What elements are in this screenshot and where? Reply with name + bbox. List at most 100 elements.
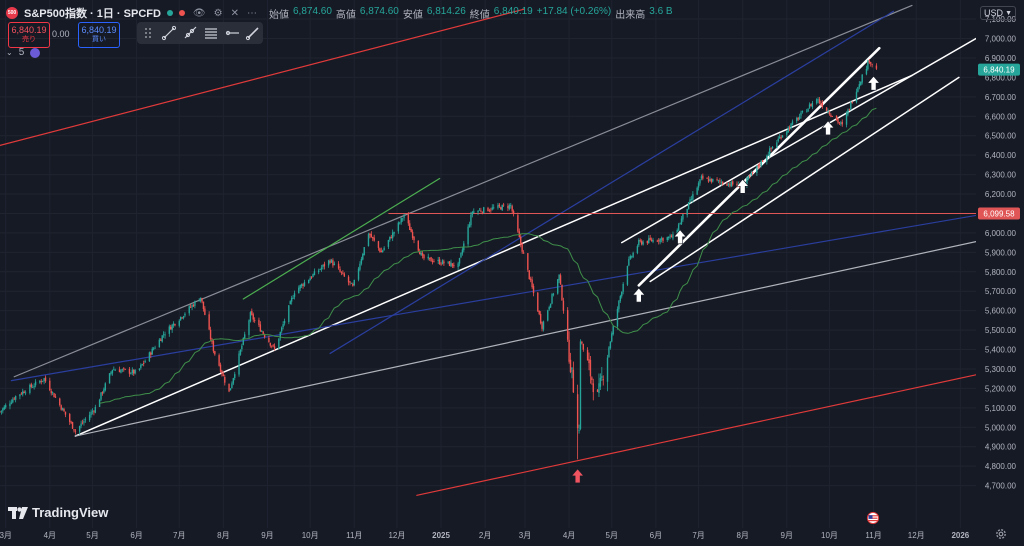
candle-body: [648, 238, 650, 244]
candle-body: [478, 209, 481, 211]
candle-body: [602, 379, 604, 381]
price-tick-label: 6,500.00: [985, 132, 1017, 141]
candle-body: [138, 368, 141, 370]
candle-body: [391, 232, 394, 239]
candle-body: [259, 324, 262, 332]
candle-body: [278, 338, 280, 349]
candle-body: [148, 352, 151, 362]
candle-body: [487, 207, 489, 212]
candle-body: [168, 326, 171, 334]
candle-body: [470, 214, 472, 226]
candle-body: [810, 104, 812, 107]
candle-body: [94, 406, 97, 413]
candle-body: [636, 246, 639, 254]
price-tick-label: 5,400.00: [985, 346, 1017, 355]
symbol-title[interactable]: S&P500指数 · 1日 · SPCFD: [24, 8, 161, 20]
candle-body: [662, 237, 664, 241]
candle-body: [323, 263, 326, 267]
candle-body: [390, 237, 392, 239]
candle-body: [860, 81, 862, 86]
indicator-icon: [30, 47, 41, 58]
candle-body: [43, 378, 45, 381]
price-tick-label: 5,900.00: [985, 248, 1017, 257]
candle-body: [568, 339, 570, 362]
candle-body: [40, 381, 42, 383]
currency-selector[interactable]: USD ▼: [980, 6, 1016, 20]
sell-label: 売り: [22, 36, 36, 43]
candle-body: [363, 247, 365, 255]
candle-body: [611, 333, 613, 342]
candle-body: [729, 184, 731, 186]
candle-body: [557, 279, 559, 294]
tradingview-logo[interactable]: TradingView: [8, 505, 108, 520]
candle-body: [451, 263, 454, 266]
parallel-channel-icon[interactable]: [203, 25, 219, 41]
trend-line-icon[interactable]: [161, 25, 177, 41]
candle-body: [522, 252, 525, 254]
candle-body: [151, 348, 153, 355]
trendline-steep-support: [637, 46, 881, 287]
candle-body: [796, 118, 798, 122]
candle-body: [805, 111, 808, 113]
candle-body: [140, 364, 142, 368]
time-tick-label: 3月: [519, 531, 531, 540]
candle-body: [322, 264, 324, 268]
drag-handle-icon[interactable]: [140, 25, 156, 41]
candle-body: [761, 160, 764, 162]
sell-button[interactable]: 6,840.19 売り: [8, 22, 50, 48]
candle-body: [450, 262, 452, 267]
candle-body: [848, 108, 851, 110]
candle-body: [477, 210, 479, 213]
candle-body: [293, 293, 296, 297]
candle-body: [696, 187, 698, 195]
candle-body: [118, 369, 121, 373]
candle-body: [699, 179, 701, 184]
candle-body: [586, 350, 589, 361]
candle-body: [194, 301, 196, 306]
gear-icon[interactable]: [994, 527, 1008, 541]
ray-line-icon[interactable]: [182, 25, 198, 41]
candle-body: [845, 113, 848, 125]
candle-body: [184, 313, 186, 316]
candle-body: [20, 393, 23, 395]
candle-body: [383, 247, 385, 251]
candle-body: [430, 257, 432, 262]
candle-body: [74, 430, 77, 432]
candle-body: [562, 300, 565, 311]
time-tick-label: 7月: [692, 531, 704, 540]
time-axis: 3月 4月 5月 6月 7月 8月 9月 10月 11月 12月 2025 2月 3月 4月 5月 6月 7月 8…: [0, 531, 970, 540]
candle-body: [4, 405, 7, 408]
candle-body: [23, 391, 25, 393]
candle-body: [289, 301, 291, 305]
indicator-toggle[interactable]: ⌄ 5: [6, 47, 41, 58]
more-icon[interactable]: ⋯: [246, 7, 257, 19]
candle-body: [857, 87, 859, 92]
candle-body: [821, 102, 824, 108]
time-tick-label: 8月: [217, 531, 229, 540]
line-style-icon[interactable]: [245, 25, 261, 41]
brand-name: TradingView: [32, 505, 109, 520]
trendline-red-lower: [416, 374, 976, 496]
candle-body: [80, 423, 82, 427]
candle-body: [689, 199, 691, 203]
candle-body: [461, 249, 464, 254]
eye-icon[interactable]: 👁: [192, 7, 206, 19]
buy-button[interactable]: 6,840.19 買い: [78, 22, 120, 48]
candle-body: [84, 419, 87, 421]
currency-label: USD: [984, 8, 1004, 18]
candle-body: [807, 108, 809, 112]
candle-body: [134, 370, 136, 374]
price-axis: 4,700.00 4,800.00 4,900.00 5,000.00 5,100.00…: [978, 15, 1020, 491]
candle-body: [71, 422, 74, 429]
price-tick-label: 6,300.00: [985, 171, 1017, 180]
time-tick-label: 9月: [781, 531, 793, 540]
close-icon[interactable]: ✕: [230, 7, 239, 19]
candle-body: [798, 116, 801, 119]
settings-icon[interactable]: ⚙: [213, 7, 223, 19]
candle-body: [537, 292, 539, 312]
candle-body: [438, 259, 441, 265]
us-flag-event-icon[interactable]: [864, 512, 882, 524]
candle-body: [133, 369, 135, 374]
horizontal-ray-icon[interactable]: [224, 25, 240, 41]
